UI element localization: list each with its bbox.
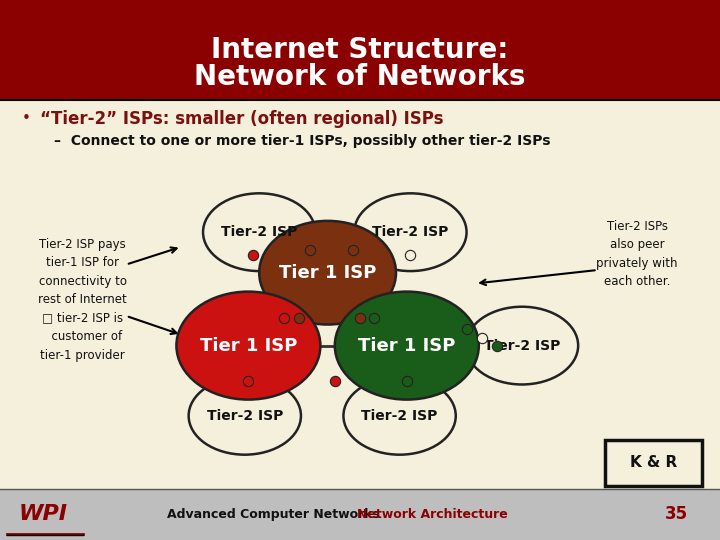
Ellipse shape	[343, 377, 456, 455]
Point	[293, 313, 305, 322]
Point	[248, 251, 259, 259]
Ellipse shape	[335, 292, 479, 400]
Text: Tier 1 ISP: Tier 1 ISP	[279, 264, 377, 282]
Ellipse shape	[176, 292, 320, 400]
Text: Tier 1 ISP: Tier 1 ISP	[358, 336, 456, 355]
Text: Advanced Computer Networks: Advanced Computer Networks	[167, 508, 380, 521]
FancyBboxPatch shape	[0, 0, 720, 100]
Point	[491, 341, 503, 350]
Point	[405, 251, 416, 259]
Text: –  Connect to one or more tier-1 ISPs, possibly other tier-2 ISPs: – Connect to one or more tier-1 ISPs, po…	[54, 134, 551, 149]
Point	[347, 246, 359, 254]
Point	[304, 246, 315, 254]
Text: •: •	[22, 111, 30, 126]
Text: Tier-2 ISP: Tier-2 ISP	[361, 409, 438, 423]
Text: Tier-2 ISP pays
tier-1 ISP for
connectivity to
rest of Internet
□ tier-2 ISP is
: Tier-2 ISP pays tier-1 ISP for connectiv…	[38, 238, 127, 362]
Text: Internet Structure:: Internet Structure:	[211, 36, 509, 64]
Text: WPI: WPI	[19, 504, 68, 524]
FancyBboxPatch shape	[605, 440, 702, 486]
Point	[279, 313, 290, 322]
Point	[354, 313, 366, 322]
Text: “Tier-2” ISPs: smaller (often regional) ISPs: “Tier-2” ISPs: smaller (often regional) …	[40, 110, 443, 128]
FancyBboxPatch shape	[0, 489, 720, 540]
Text: Tier-2 ISPs
also peer
privately with
each other.: Tier-2 ISPs also peer privately with eac…	[596, 220, 678, 288]
Text: Network of Networks: Network of Networks	[194, 63, 526, 91]
Text: Tier-2 ISP: Tier-2 ISP	[207, 409, 283, 423]
Text: 35: 35	[665, 505, 688, 523]
Ellipse shape	[466, 307, 578, 384]
Point	[461, 325, 472, 334]
Text: Tier-2 ISP: Tier-2 ISP	[221, 225, 297, 239]
Text: Tier 1 ISP: Tier 1 ISP	[199, 336, 297, 355]
Text: Tier-2 ISP: Tier-2 ISP	[372, 225, 449, 239]
Point	[477, 333, 488, 342]
Point	[401, 376, 413, 385]
Text: Network Architecture: Network Architecture	[356, 508, 508, 521]
Point	[243, 376, 254, 385]
Text: K & R: K & R	[630, 455, 678, 470]
Point	[329, 376, 341, 385]
Ellipse shape	[203, 193, 315, 271]
Ellipse shape	[259, 221, 396, 325]
Ellipse shape	[354, 193, 467, 271]
Text: Tier-2 ISP: Tier-2 ISP	[484, 339, 560, 353]
Ellipse shape	[189, 377, 301, 455]
Point	[369, 313, 380, 322]
